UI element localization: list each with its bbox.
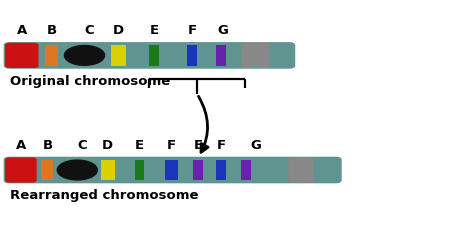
Bar xyxy=(216,46,226,67)
Text: G: G xyxy=(250,138,261,151)
Text: G: G xyxy=(217,24,228,37)
Bar xyxy=(216,160,226,181)
Bar xyxy=(44,46,58,67)
Bar xyxy=(187,46,197,67)
FancyBboxPatch shape xyxy=(241,44,269,69)
Text: A: A xyxy=(17,24,27,37)
Bar xyxy=(111,46,126,67)
Text: C: C xyxy=(85,24,94,37)
Circle shape xyxy=(64,46,105,66)
Bar xyxy=(41,160,53,181)
Bar xyxy=(263,160,295,181)
Bar xyxy=(165,160,178,181)
FancyBboxPatch shape xyxy=(4,43,295,69)
Text: E: E xyxy=(135,138,144,151)
Text: B: B xyxy=(46,24,57,37)
Text: Rearranged chromosome: Rearranged chromosome xyxy=(10,188,198,201)
FancyBboxPatch shape xyxy=(288,158,314,183)
Text: Original chromosome: Original chromosome xyxy=(10,74,170,87)
Text: C: C xyxy=(78,138,87,151)
Bar xyxy=(149,46,159,67)
Bar xyxy=(241,160,251,181)
Bar xyxy=(101,160,115,181)
Text: D: D xyxy=(113,24,124,37)
Circle shape xyxy=(57,160,97,180)
FancyBboxPatch shape xyxy=(5,44,38,69)
Bar xyxy=(193,160,203,181)
Text: F: F xyxy=(188,24,197,37)
FancyBboxPatch shape xyxy=(5,158,37,183)
Text: E: E xyxy=(149,24,159,37)
Bar xyxy=(135,160,144,181)
Text: B: B xyxy=(42,138,52,151)
Text: F: F xyxy=(167,138,176,151)
Text: E: E xyxy=(194,138,203,151)
Text: A: A xyxy=(16,138,26,151)
Text: F: F xyxy=(216,138,226,151)
FancyBboxPatch shape xyxy=(4,157,342,183)
Text: D: D xyxy=(102,138,113,151)
